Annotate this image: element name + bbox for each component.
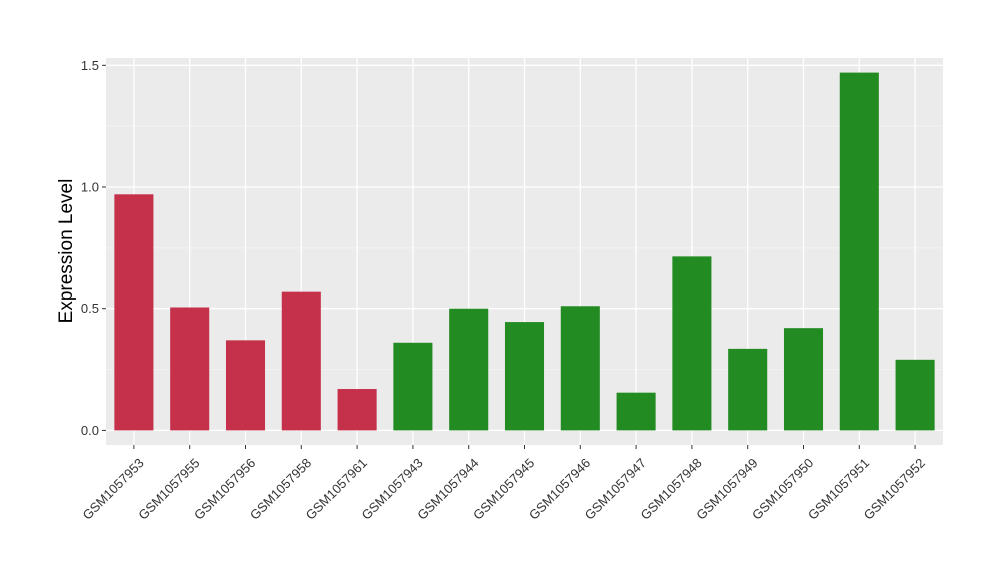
- bar: [337, 389, 377, 431]
- y-tick-label: 0.0: [81, 423, 99, 438]
- bar: [728, 348, 768, 431]
- bar: [225, 340, 266, 431]
- bar: [560, 306, 600, 431]
- bar: [170, 307, 210, 431]
- y-tick-label: 1.0: [81, 180, 99, 195]
- y-tick-label: 1.5: [81, 58, 99, 73]
- bar: [504, 322, 545, 431]
- bars: [114, 72, 935, 431]
- bar: [393, 342, 433, 431]
- bar: [616, 392, 656, 431]
- bar: [672, 256, 712, 431]
- y-tick-label: 0.5: [81, 301, 99, 316]
- bar: [895, 359, 935, 431]
- bar: [281, 291, 321, 431]
- bar: [839, 72, 879, 431]
- bar: [783, 328, 824, 431]
- y-axis-title: Expression Level: [56, 179, 77, 324]
- bar: [114, 194, 154, 431]
- bar: [449, 308, 489, 431]
